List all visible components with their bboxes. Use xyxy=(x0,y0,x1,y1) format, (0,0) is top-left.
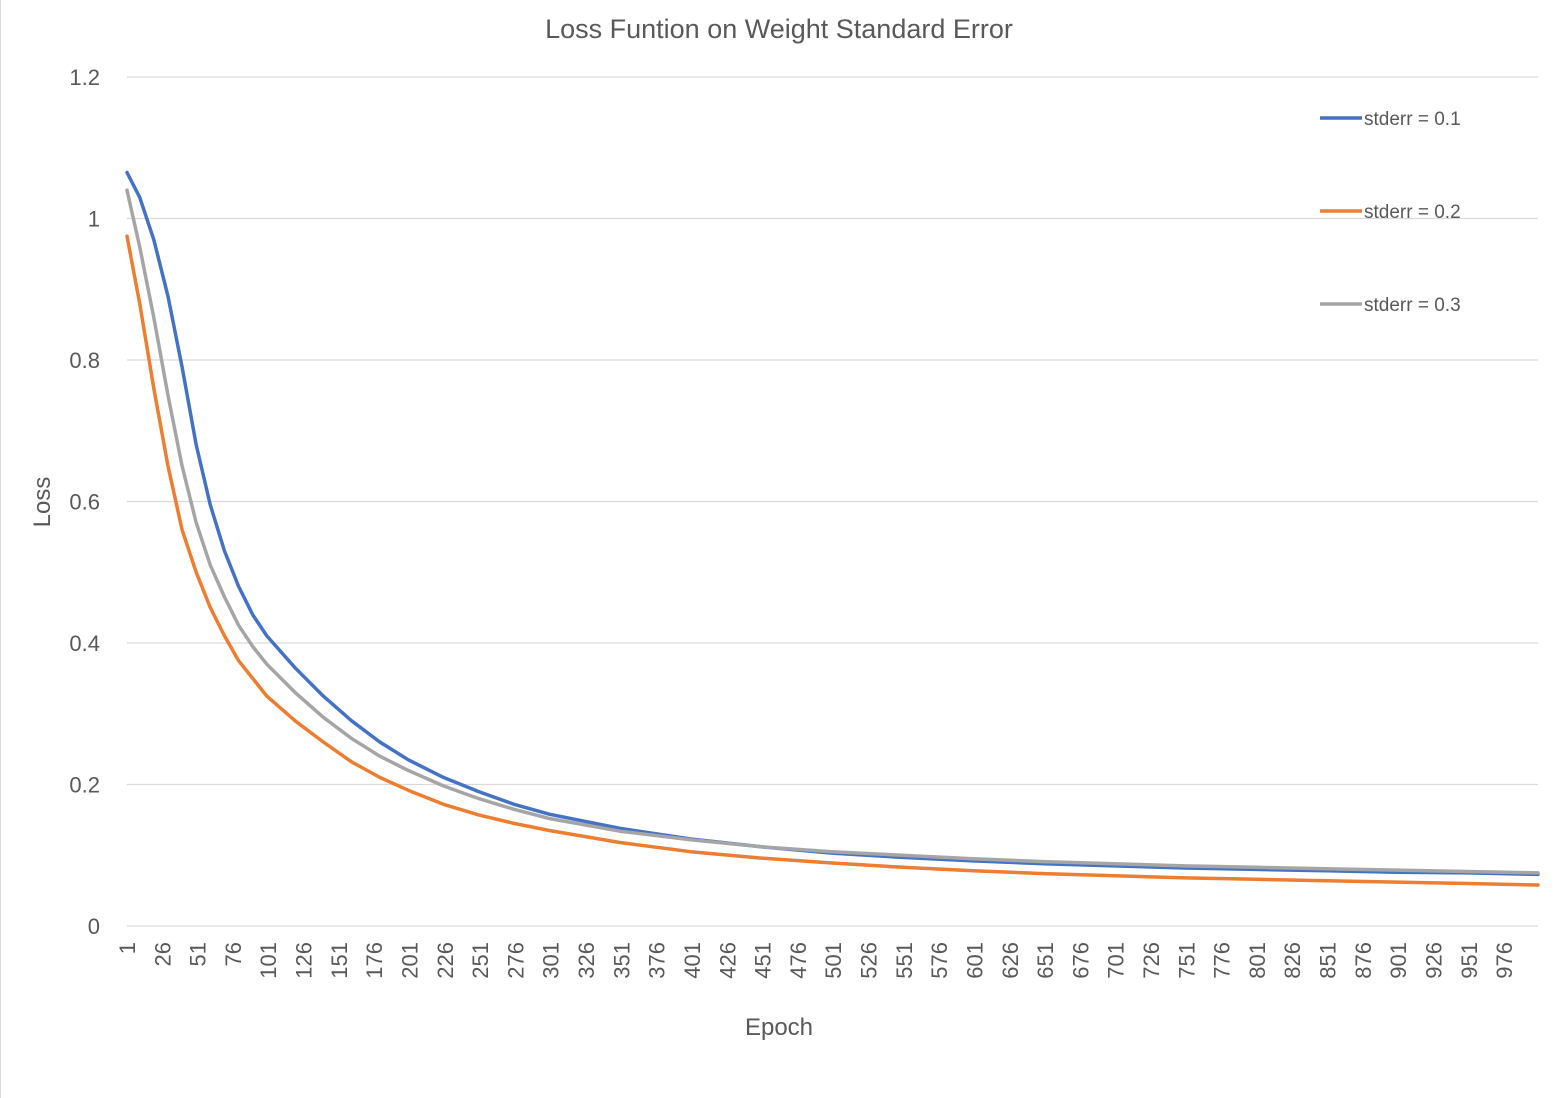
x-tick-label: 401 xyxy=(680,942,705,979)
x-tick-label: 626 xyxy=(998,942,1023,979)
y-tick-label: 0 xyxy=(88,914,100,939)
x-tick-label: 276 xyxy=(503,942,528,979)
x-tick-label: 851 xyxy=(1316,942,1341,979)
x-tick-label: 176 xyxy=(362,942,387,979)
x-tick-label: 51 xyxy=(186,942,211,966)
y-tick-label: 1 xyxy=(88,207,100,232)
x-tick-label: 151 xyxy=(327,942,352,979)
x-tick-label: 651 xyxy=(1033,942,1058,979)
y-tick-label: 0.8 xyxy=(69,348,100,373)
x-tick-label: 726 xyxy=(1139,942,1164,979)
legend-label-3: stderr = 0.3 xyxy=(1364,295,1461,316)
x-tick-label: 901 xyxy=(1386,942,1411,979)
x-tick-label: 201 xyxy=(397,942,422,979)
x-axis-ticks: 1 26 51 76 101 126 151 176 201 226 251 276 301 326 351… xyxy=(115,942,1517,979)
series-lines xyxy=(125,170,1540,887)
x-tick-label: 426 xyxy=(715,942,740,979)
y-axis-title: Loss xyxy=(29,477,56,528)
x-tick-label: 101 xyxy=(256,942,281,979)
x-tick-label: 876 xyxy=(1351,942,1376,979)
series-line-1 xyxy=(125,170,1540,877)
y-axis-ticks: 0 0.2 0.4 0.6 0.8 1 1.2 xyxy=(69,65,100,939)
x-tick-label: 776 xyxy=(1210,942,1235,979)
x-tick-label: 926 xyxy=(1421,942,1446,979)
x-tick-label: 326 xyxy=(574,942,599,979)
series-line-3 xyxy=(125,188,1540,875)
x-tick-label: 526 xyxy=(857,942,882,979)
y-tick-label: 0.2 xyxy=(69,773,100,798)
x-tick-label: 76 xyxy=(221,942,246,966)
x-tick-label: 751 xyxy=(1174,942,1199,979)
x-tick-label: 601 xyxy=(962,942,987,979)
x-tick-label: 576 xyxy=(927,942,952,979)
x-tick-label: 551 xyxy=(892,942,917,979)
x-tick-label: 1 xyxy=(115,942,140,954)
x-tick-label: 251 xyxy=(468,942,493,979)
legend: stderr = 0.1 stderr = 0.2 stderr = 0.3 xyxy=(1320,109,1461,316)
x-tick-label: 476 xyxy=(786,942,811,979)
x-tick-label: 676 xyxy=(1068,942,1093,979)
legend-label-2: stderr = 0.2 xyxy=(1364,202,1461,223)
x-tick-label: 351 xyxy=(609,942,634,979)
x-tick-label: 126 xyxy=(292,942,317,979)
x-axis-title: Epoch xyxy=(745,1014,813,1041)
x-tick-label: 376 xyxy=(645,942,670,979)
x-tick-label: 226 xyxy=(433,942,458,979)
x-tick-label: 701 xyxy=(1104,942,1129,979)
x-tick-label: 451 xyxy=(751,942,776,979)
x-tick-label: 976 xyxy=(1492,942,1517,979)
y-tick-label: 1.2 xyxy=(69,65,100,90)
x-tick-label: 951 xyxy=(1457,942,1482,979)
x-tick-label: 801 xyxy=(1245,942,1270,979)
x-tick-label: 301 xyxy=(539,942,564,979)
legend-label-1: stderr = 0.1 xyxy=(1364,109,1461,130)
grid-lines xyxy=(127,76,1538,927)
chart-title: Loss Funtion on Weight Standard Error xyxy=(545,14,1013,44)
x-tick-label: 26 xyxy=(150,942,175,966)
series-line-2 xyxy=(125,234,1540,887)
x-tick-label: 826 xyxy=(1280,942,1305,979)
x-tick-label: 501 xyxy=(821,942,846,979)
y-tick-label: 0.4 xyxy=(69,631,100,656)
y-tick-label: 0.6 xyxy=(69,490,100,515)
